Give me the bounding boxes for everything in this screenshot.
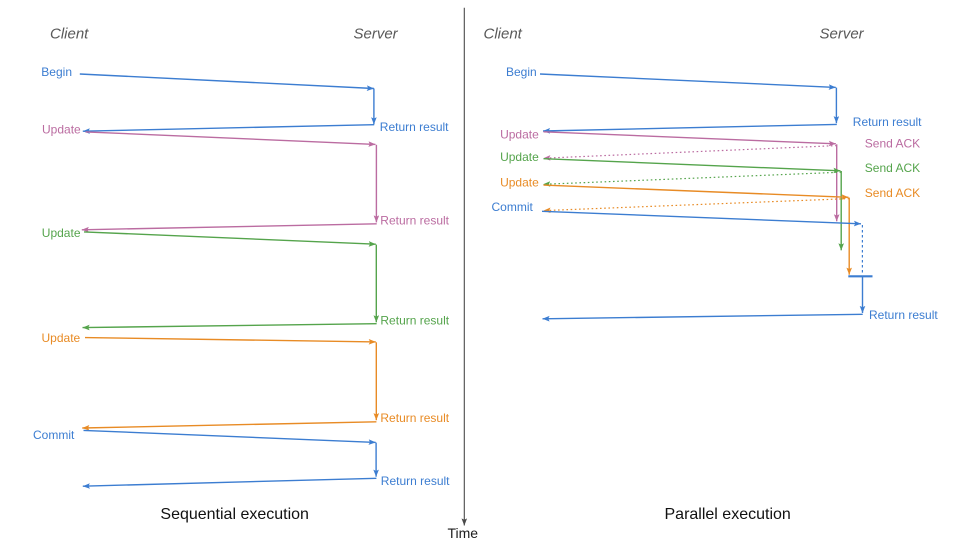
svg-text:Parallel execution: Parallel execution bbox=[665, 506, 791, 523]
svg-text:Return result: Return result bbox=[380, 411, 449, 425]
svg-text:Update: Update bbox=[42, 122, 81, 136]
svg-text:Update: Update bbox=[42, 226, 81, 240]
svg-text:Client: Client bbox=[50, 26, 89, 43]
svg-text:Begin: Begin bbox=[506, 65, 537, 79]
svg-text:Client: Client bbox=[484, 26, 523, 43]
svg-text:Commit: Commit bbox=[492, 200, 534, 214]
svg-text:Update: Update bbox=[500, 150, 539, 164]
svg-text:Send ACK: Send ACK bbox=[865, 161, 920, 175]
svg-text:Return result: Return result bbox=[380, 313, 449, 327]
svg-text:Return result: Return result bbox=[380, 120, 449, 134]
svg-text:Server: Server bbox=[354, 26, 399, 43]
svg-text:Update: Update bbox=[500, 175, 539, 189]
svg-text:Return result: Return result bbox=[869, 308, 938, 322]
svg-text:Begin: Begin bbox=[41, 65, 72, 79]
svg-text:Server: Server bbox=[820, 26, 865, 43]
svg-text:Update: Update bbox=[42, 331, 81, 345]
svg-text:Return result: Return result bbox=[853, 115, 922, 129]
svg-text:Return result: Return result bbox=[381, 474, 450, 488]
svg-text:Send ACK: Send ACK bbox=[865, 186, 920, 200]
svg-text:Commit: Commit bbox=[33, 428, 75, 442]
svg-text:Update: Update bbox=[500, 128, 539, 142]
svg-text:Time: Time bbox=[448, 525, 479, 540]
svg-text:Sequential execution: Sequential execution bbox=[160, 506, 309, 523]
svg-text:Send ACK: Send ACK bbox=[865, 136, 920, 150]
svg-text:Return result: Return result bbox=[380, 213, 449, 227]
